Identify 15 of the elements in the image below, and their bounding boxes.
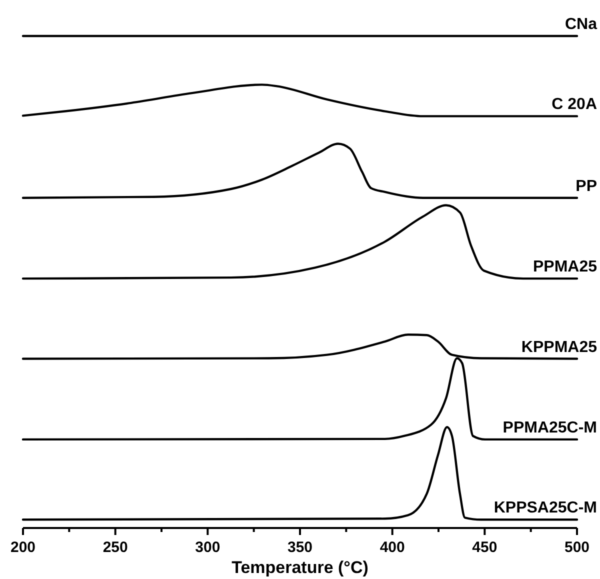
x-tick-label: 450 — [472, 539, 498, 556]
x-tick-label: 350 — [287, 539, 313, 556]
series-label: PP — [576, 178, 598, 195]
x-tick-label: 300 — [195, 539, 220, 556]
series-label: PPMA25 — [532, 258, 598, 276]
x-tick-label: 250 — [102, 539, 128, 556]
x-axis-title: Temperature (°C) — [232, 558, 368, 577]
x-tick-label: 400 — [380, 539, 405, 556]
series-label: CNa — [564, 16, 598, 33]
x-tick-label: 200 — [10, 539, 36, 556]
series-label: KPPSA25C-M — [494, 500, 597, 517]
series-label: C 20A — [552, 96, 598, 114]
series-label: KPPMA25 — [521, 338, 598, 356]
series-label: PPMA25C-M — [502, 419, 597, 436]
x-tick-label: 500 — [564, 539, 590, 556]
